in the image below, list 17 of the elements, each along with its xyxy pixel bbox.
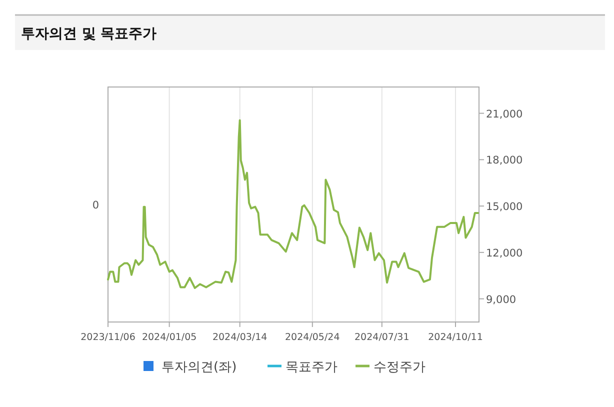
x-tick-label: 2024/01/05	[142, 332, 197, 343]
x-tick-label: 2024/05/24	[285, 332, 340, 343]
y2-tick-label: 9,000	[486, 294, 516, 306]
y2-tick-label: 12,000	[486, 247, 523, 260]
legend-label: 투자의견(좌)	[162, 360, 237, 375]
y2-tick-label: 18,000	[486, 154, 523, 167]
x-tick-label: 2024/10/11	[428, 332, 483, 343]
x-tick-label: 2024/03/14	[212, 332, 268, 343]
x-tick-label: 2023/11/06	[80, 332, 136, 343]
line-series	[107, 119, 479, 289]
chart-title: 투자의견 및 목표주가	[21, 26, 157, 42]
y2-tick-label: 21,000	[486, 108, 523, 120]
legend-label: 수정주가	[374, 360, 426, 375]
text: 0	[92, 200, 99, 212]
x-tick-label: 2024/07/31	[354, 332, 410, 343]
y2-tick-label: 15,000	[486, 201, 523, 214]
legend-label: 목표주가	[286, 360, 338, 375]
